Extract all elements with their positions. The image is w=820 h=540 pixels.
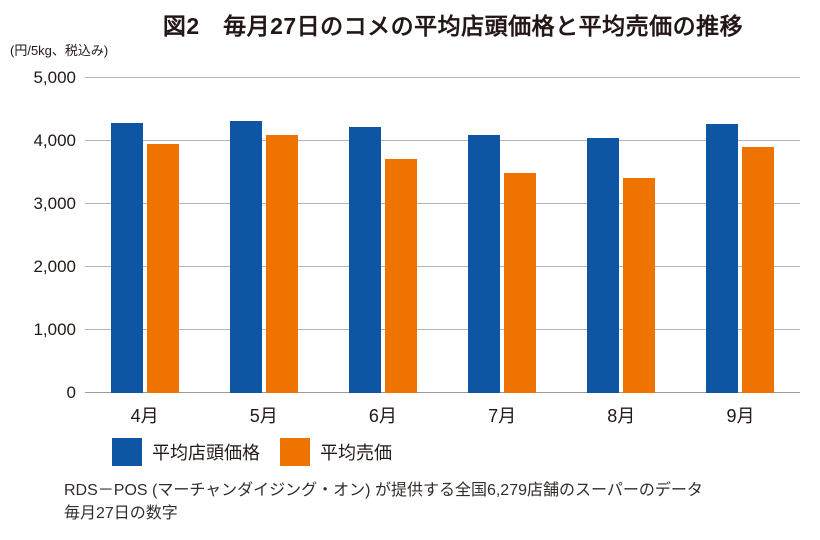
source-note: RDS－POS (マーチャンダイジング・オン) が提供する全国6,279店舗のス…	[64, 479, 703, 525]
gridline-3000	[85, 203, 800, 204]
gridline-2000	[85, 266, 800, 267]
y-axis: 0 1,000 2,000 3,000 4,000 5,000	[0, 68, 76, 402]
x-tick-label-7月: 7月	[488, 406, 517, 426]
legend-item-平均売価: 平均売価	[280, 438, 392, 466]
bar-平均売価-7月	[504, 172, 537, 393]
legend-label: 平均売価	[320, 443, 392, 463]
plot-area	[85, 77, 800, 393]
bar-group-9月	[681, 78, 800, 393]
bar-平均店頭価格-5月	[229, 120, 262, 393]
bar-平均売価-4月	[146, 143, 179, 393]
x-axis-labels: 4月 5月 6月 7月 8月 9月	[85, 402, 800, 428]
bar-平均店頭価格-6月	[348, 126, 381, 393]
legend-item-平均店頭価格: 平均店頭価格	[112, 438, 260, 466]
legend: 平均店頭価格 平均売価	[112, 438, 392, 466]
bar-group-7月	[443, 78, 562, 393]
x-tick-label-6月: 6月	[368, 406, 397, 426]
y-tick-label-4000: 4,000	[33, 131, 76, 150]
bar-group-6月	[323, 78, 442, 393]
x-tick-label-4月: 4月	[130, 406, 159, 426]
bar-平均店頭価格-8月	[587, 138, 620, 393]
gridline-5000	[85, 77, 800, 78]
x-tick-label-8月: 8月	[607, 406, 636, 426]
gridline-4000	[85, 140, 800, 141]
gridline-0	[85, 392, 800, 393]
y-tick-label-0: 0	[66, 383, 76, 402]
bar-平均売価-6月	[384, 158, 417, 393]
source-note-line1: RDS－POS (マーチャンダイジング・オン) が提供する全国6,279店舗のス…	[64, 482, 703, 499]
bar-平均店頭価格-9月	[706, 124, 739, 393]
source-note-line2: 毎月27日の数字	[64, 505, 178, 522]
y-tick-label-1000: 1,000	[33, 320, 76, 339]
bar-平均売価-8月	[623, 177, 656, 393]
bar-平均店頭価格-4月	[110, 123, 143, 393]
chart-title: 図2 毎月27日のコメの平均店頭価格と平均売価の推移	[162, 13, 744, 39]
y-tick-label-3000: 3,000	[33, 194, 76, 213]
x-tick-label-9月: 9月	[726, 406, 755, 426]
bar-group-4月	[85, 78, 204, 393]
y-tick-label-5000: 5,000	[33, 68, 76, 87]
bar-group-5月	[204, 78, 323, 393]
legend-swatch-icon	[280, 438, 310, 466]
bar-group-8月	[562, 78, 681, 393]
legend-swatch-icon	[112, 438, 142, 466]
bar-平均店頭価格-7月	[468, 134, 501, 393]
bar-平均売価-5月	[265, 135, 298, 393]
x-tick-label-5月: 5月	[249, 406, 278, 426]
y-axis-unit-label: (円/5kg、税込み)	[10, 43, 109, 58]
bar-平均売価-9月	[742, 147, 775, 393]
y-tick-label-2000: 2,000	[33, 257, 76, 276]
gridline-1000	[85, 329, 800, 330]
legend-label: 平均店頭価格	[152, 443, 260, 463]
bar-groups	[85, 78, 800, 393]
